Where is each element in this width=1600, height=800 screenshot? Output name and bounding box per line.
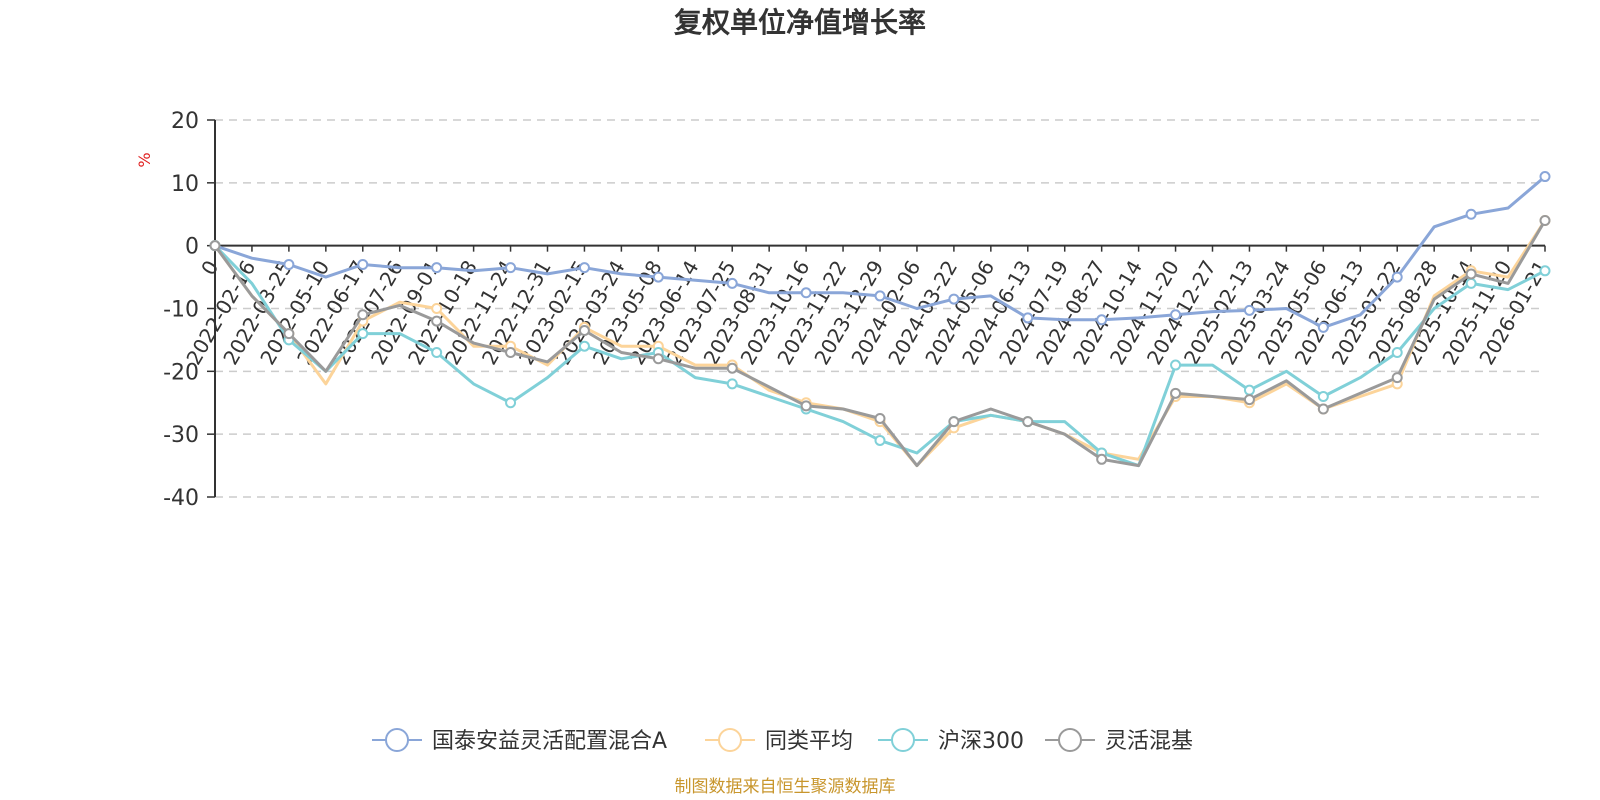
legend[interactable]: 国泰安益灵活配置混合A 同类平均 沪深300 灵活混基 [372, 728, 1193, 754]
data-point [209, 240, 221, 252]
data-point [1539, 171, 1551, 183]
data-point [1317, 403, 1329, 415]
legend-marker-icon [385, 728, 409, 752]
data-point [1243, 304, 1255, 316]
data-point [1539, 265, 1551, 277]
y-tick-label: -10 [163, 298, 199, 323]
source-note: 制图数据来自恒生聚源数据库 [675, 777, 896, 797]
data-point [505, 346, 517, 358]
y-tick-label: 10 [171, 172, 199, 197]
data-point [357, 309, 369, 321]
data-point [431, 303, 443, 314]
data-point [800, 400, 812, 412]
data-point [1317, 390, 1329, 402]
data-point [283, 328, 295, 340]
series-lines [209, 171, 1551, 468]
data-point [1391, 346, 1403, 358]
series-group [209, 171, 1551, 333]
data-point [357, 259, 369, 271]
data-point [1317, 321, 1329, 333]
x-tick-label: 0 [196, 256, 223, 279]
data-point [652, 271, 664, 283]
data-point [283, 259, 295, 271]
legend-item[interactable]: 灵活混基 [1045, 728, 1193, 754]
legend-label: 沪深300 [938, 729, 1024, 754]
legend-item[interactable]: 同类平均 [705, 728, 853, 754]
legend-marker-icon [718, 728, 742, 752]
data-point [1243, 384, 1255, 396]
grid-lines [215, 119, 1545, 498]
chart-title: 复权单位净值增长率 [674, 6, 926, 39]
data-point [431, 346, 443, 358]
data-point [578, 340, 590, 352]
legend-label: 同类平均 [765, 729, 853, 754]
data-point [1170, 309, 1182, 321]
data-point [431, 262, 443, 274]
data-point [652, 353, 664, 365]
legend-item[interactable]: 国泰安益灵活配置混合A [372, 728, 667, 754]
data-point [1391, 271, 1403, 283]
legend-marker-icon [1058, 728, 1082, 752]
y-axis-unit: % [135, 152, 154, 167]
data-point [505, 262, 517, 274]
data-point [1096, 453, 1108, 465]
y-tick-label: -40 [163, 486, 199, 511]
data-point [1170, 359, 1182, 371]
data-point [874, 290, 886, 302]
data-point [1170, 387, 1182, 399]
data-point [1465, 268, 1477, 280]
data-point [1022, 416, 1034, 428]
data-point [1391, 372, 1403, 384]
data-point [357, 328, 369, 340]
data-point [726, 277, 738, 289]
legend-label: 国泰安益灵活配置混合A [432, 729, 667, 754]
data-point [1539, 215, 1551, 227]
data-point [1465, 208, 1477, 220]
data-point [578, 262, 590, 274]
legend-marker-icon [891, 728, 915, 752]
data-point [800, 287, 812, 299]
series-group [209, 215, 1551, 468]
data-point [874, 412, 886, 424]
data-point [1096, 314, 1108, 326]
data-point [726, 378, 738, 390]
data-point [431, 315, 443, 327]
data-point [1465, 277, 1477, 289]
y-tick-label: -20 [163, 360, 199, 385]
data-point [578, 324, 590, 336]
legend-item[interactable]: 沪深300 [878, 728, 1024, 754]
data-point [948, 416, 960, 428]
axes: 20100-10-20-30-4002022-02-162022-03-2520… [163, 109, 1553, 511]
y-tick-label: 0 [185, 235, 199, 260]
data-point [1022, 312, 1034, 324]
data-point [505, 397, 517, 409]
data-point [874, 434, 886, 446]
data-point [1243, 394, 1255, 406]
y-tick-label: 20 [171, 109, 199, 134]
legend-label: 灵活混基 [1105, 729, 1193, 754]
data-point [948, 293, 960, 305]
y-tick-label: -30 [163, 423, 199, 448]
data-point [726, 362, 738, 374]
